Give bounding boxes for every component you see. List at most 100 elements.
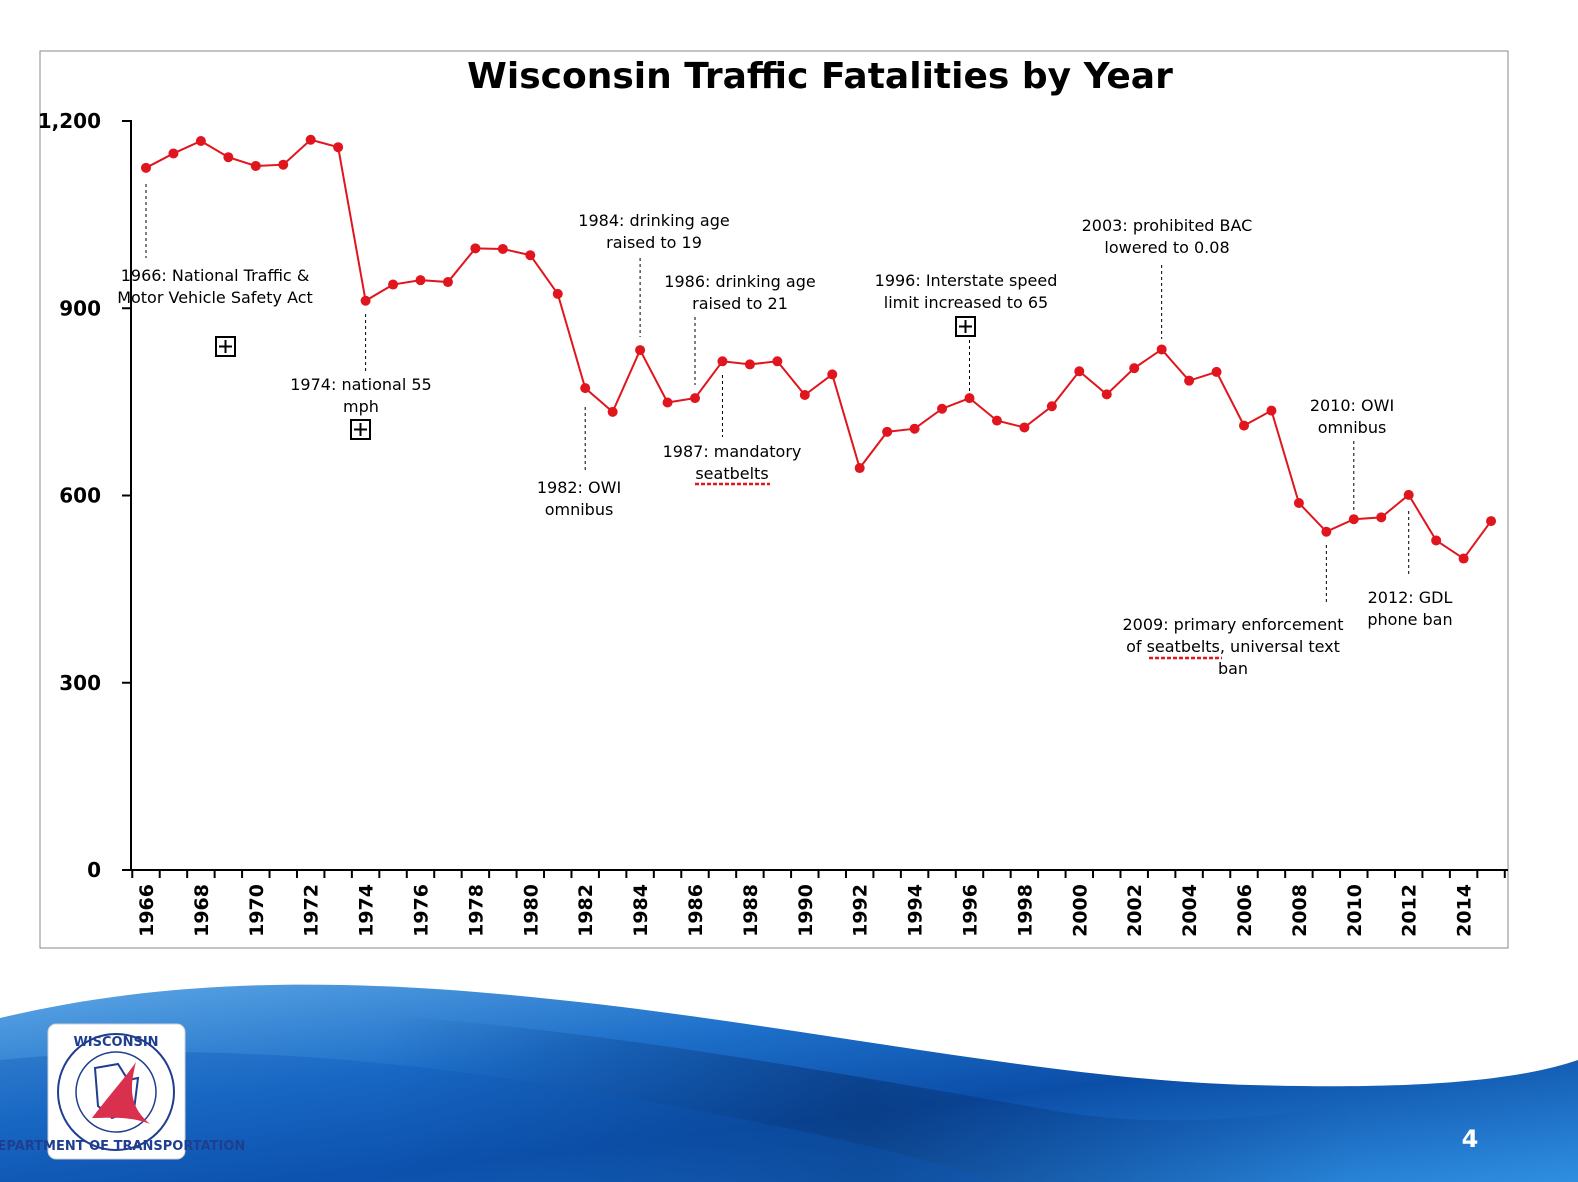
annotation-line: of seatbelts, universal text (1126, 637, 1340, 656)
data-point (1376, 512, 1387, 523)
annotation-line: limit increased to 65 (884, 293, 1048, 312)
x-tick-label: 2004 (1179, 884, 1201, 937)
data-point (854, 463, 865, 474)
expand-icon[interactable] (215, 336, 236, 357)
data-point (1184, 375, 1195, 386)
x-tick-label: 2008 (1289, 884, 1311, 937)
x-tick-label: 1996 (960, 884, 982, 937)
data-point (1211, 366, 1222, 377)
x-tick-label: 1980 (520, 884, 542, 937)
data-point (1431, 535, 1442, 546)
data-point (1266, 405, 1277, 416)
annotation-line: omnibus (545, 500, 614, 519)
data-point (607, 406, 618, 417)
x-tick-label: 1988 (740, 884, 762, 937)
annotation-line: 2012: GDL (1368, 588, 1453, 607)
y-ticks: 0 300 600 900 1,200 (38, 109, 131, 882)
expand-icon[interactable] (955, 316, 976, 337)
y-tick-label: 600 (59, 484, 101, 508)
annotation-line: 1987: mandatory (663, 442, 802, 461)
data-point (799, 390, 810, 401)
page-number: 4 (1462, 1125, 1479, 1153)
data-point (1321, 526, 1332, 537)
x-tick-label: 1986 (685, 884, 707, 937)
annotation-line: 2010: OWI (1310, 396, 1394, 415)
x-tick-label: 2006 (1234, 884, 1256, 937)
x-tick-label: 1998 (1014, 884, 1036, 937)
data-point (662, 397, 673, 408)
data-point (690, 393, 700, 404)
data-point (1403, 489, 1414, 500)
data-point (388, 279, 399, 290)
x-tick-label: 1990 (795, 884, 817, 937)
data-point (278, 159, 289, 170)
data-point (1486, 516, 1497, 527)
annotation-line: 1996: Interstate speed (875, 271, 1058, 290)
data-point (470, 243, 481, 254)
annotation-label: 2003: prohibited BAC lowered to 0.08 (1082, 216, 1253, 257)
x-tick-label: 1968 (191, 884, 213, 937)
data-point (141, 162, 151, 173)
logo-ring-text: DEPARTMENT OF TRANSPORTATION (0, 1139, 245, 1154)
data-point (1458, 553, 1469, 564)
data-point (1156, 344, 1167, 355)
data-point (250, 160, 261, 171)
logo-top-text: WISCONSIN (73, 1035, 158, 1050)
y-tick-label: 0 (87, 858, 101, 882)
annotation-line: phone ban (1367, 610, 1452, 629)
expand-icon[interactable] (350, 419, 371, 440)
data-point (991, 415, 1002, 426)
y-tick-label: 300 (59, 671, 101, 695)
data-point (360, 295, 371, 306)
annotation-line: ban (1218, 659, 1248, 678)
x-tick-label: 1984 (630, 884, 652, 937)
expand-icons (215, 316, 976, 440)
annotation-line: raised to 21 (692, 294, 788, 313)
annotation-label: 1987: mandatory seatbelts (663, 442, 802, 483)
data-point (442, 277, 453, 288)
y-tick-label: 1,200 (38, 109, 101, 133)
x-tick-label: 1972 (301, 884, 323, 937)
x-tick-label: 1966 (136, 884, 158, 937)
annotation-line: 1974: national 55 (290, 375, 431, 394)
data-point (552, 288, 563, 299)
data-point (1129, 363, 1140, 374)
annotation-label: 1996: Interstate speed limit increased to… (875, 271, 1058, 312)
x-tick-label: 2002 (1124, 884, 1146, 937)
annotation-line: Motor Vehicle Safety Act (117, 288, 313, 307)
annotation-line: 2003: prohibited BAC (1082, 216, 1253, 235)
wave-background (0, 984, 1578, 1182)
x-tick-label: 1976 (411, 884, 433, 937)
annotation-label: 2012: GDL phone ban (1367, 588, 1452, 629)
x-tick-label: 2000 (1069, 884, 1091, 937)
x-tick-label: 1992 (850, 884, 872, 937)
data-points (141, 134, 1497, 564)
x-tick-label: 1974 (356, 884, 378, 937)
chart-title: Wisconsin Traffic Fatalities by Year (467, 56, 1173, 97)
wisdot-logo: WISCONSIN DEPARTMENT OF TRANSPORTATION (0, 1023, 245, 1160)
annotation-label: 2009: primary enforcement of seatbelts, u… (1122, 615, 1343, 678)
x-tick-label: 1994 (905, 884, 927, 937)
annotation-line: mph (343, 397, 379, 416)
annotation-line: 1966: National Traffic & (121, 266, 310, 285)
data-point (1019, 422, 1030, 433)
annotation-label: 1974: national 55 mph (290, 375, 431, 416)
x-tick-label: 2012 (1399, 884, 1421, 937)
annotation-line: seatbelts (695, 464, 768, 483)
annotation-line: 1986: drinking age (664, 272, 815, 291)
chart-frame (39, 50, 1509, 949)
data-point (964, 393, 975, 404)
annotation-label: 1982: OWI omnibus (537, 478, 621, 519)
annotation-line: omnibus (1318, 418, 1387, 437)
data-point (580, 383, 591, 394)
annotation-label: 1986: drinking age raised to 21 (664, 272, 815, 313)
annotation-line: lowered to 0.08 (1104, 238, 1229, 257)
x-tick-label: 1970 (246, 884, 268, 937)
data-point (827, 369, 838, 380)
data-point (305, 134, 316, 145)
y-tick-label: 900 (59, 296, 101, 320)
data-point (1046, 401, 1057, 412)
data-point (168, 148, 179, 159)
x-tick-label: 1978 (465, 884, 487, 937)
